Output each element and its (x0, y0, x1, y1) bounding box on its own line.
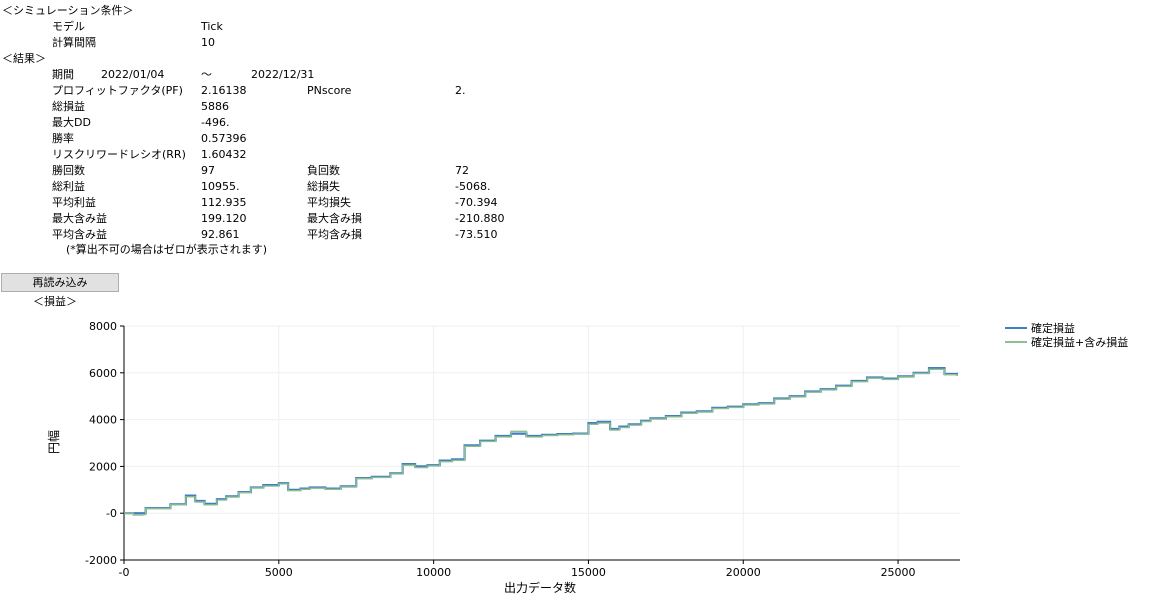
y-tick-label: 2000 (89, 460, 117, 473)
avg-loss-value: -70.394 (455, 196, 498, 209)
model-value: Tick (201, 20, 223, 33)
period-end: 2022/12/31 (251, 68, 315, 81)
results-header: ＜結果＞ (2, 52, 46, 65)
pnscore-value: 2. (455, 84, 466, 97)
x-tick-label: 15000 (571, 566, 606, 579)
max-dd-label: 最大DD (52, 116, 91, 129)
period-label: 期間 (52, 68, 74, 81)
avg-loss-label: 平均損失 (307, 196, 351, 209)
legend-label-2: 確定損益+含み損益 (1031, 335, 1128, 349)
gross-profit-label: 総利益 (52, 180, 85, 193)
max-unrealized-loss-label: 最大含み損 (307, 212, 362, 225)
y-axis-label: 円幅 (46, 430, 61, 454)
pnscore-label: PNscore (307, 84, 352, 97)
x-tick-label: -0 (119, 566, 130, 579)
total-pl-value: 5886 (201, 100, 229, 113)
x-axis-label: 出力データ数 (504, 580, 576, 595)
gross-loss-value: -5068. (455, 180, 491, 193)
avg-unrealized-loss-label: 平均含み損 (307, 228, 362, 241)
zero-note: (*算出不可の場合はゼロが表示されます) (66, 243, 268, 256)
avg-profit-value: 112.935 (201, 196, 247, 209)
reload-button[interactable]: 再読み込み (1, 273, 119, 292)
model-label: モデル (52, 20, 85, 33)
pf-value: 2.16138 (201, 84, 247, 97)
y-tick-label: -2000 (85, 554, 117, 567)
max-unrealized-loss-value: -210.880 (455, 212, 505, 225)
rr-label: リスクリワードレシオ(RR) (52, 148, 186, 161)
max-unrealized-profit-value: 199.120 (201, 212, 247, 225)
rr-value: 1.60432 (201, 148, 247, 161)
total-pl-label: 総損益 (52, 100, 85, 113)
avg-profit-label: 平均利益 (52, 196, 96, 209)
gross-profit-value: 10955. (201, 180, 240, 193)
y-tick-label: -0 (106, 507, 117, 520)
winrate-label: 勝率 (52, 132, 74, 145)
x-tick-label: 10000 (416, 566, 451, 579)
interval-label: 計算間隔 (52, 36, 96, 49)
losses-value: 72 (455, 164, 469, 177)
legend-label-1: 確定損益 (1031, 321, 1075, 335)
wins-label: 勝回数 (52, 164, 85, 177)
max-unrealized-profit-label: 最大含み益 (52, 212, 107, 225)
x-tick-label: 5000 (265, 566, 293, 579)
losses-label: 負回数 (307, 164, 340, 177)
winrate-value: 0.57396 (201, 132, 247, 145)
period-start: 2022/01/04 (101, 68, 165, 81)
avg-unrealized-profit-label: 平均含み益 (52, 228, 107, 241)
pf-label: プロフィットファクタ(PF) (52, 84, 183, 97)
y-tick-label: 6000 (89, 367, 117, 380)
simulation-conditions-header: ＜シミュレーション条件＞ (2, 4, 134, 17)
max-dd-value: -496. (201, 116, 230, 129)
chart-header: ＜損益＞ (33, 295, 77, 308)
avg-unrealized-loss-value: -73.510 (455, 228, 498, 241)
period-separator: ～ (201, 68, 212, 81)
avg-unrealized-profit-value: 92.861 (201, 228, 240, 241)
interval-value: 10 (201, 36, 215, 49)
x-tick-label: 20000 (726, 566, 761, 579)
wins-value: 97 (201, 164, 215, 177)
x-tick-label: 25000 (881, 566, 916, 579)
y-tick-label: 4000 (89, 414, 117, 427)
y-tick-label: 8000 (89, 320, 117, 333)
series-line-2 (124, 368, 958, 516)
gross-loss-label: 総損失 (307, 180, 340, 193)
